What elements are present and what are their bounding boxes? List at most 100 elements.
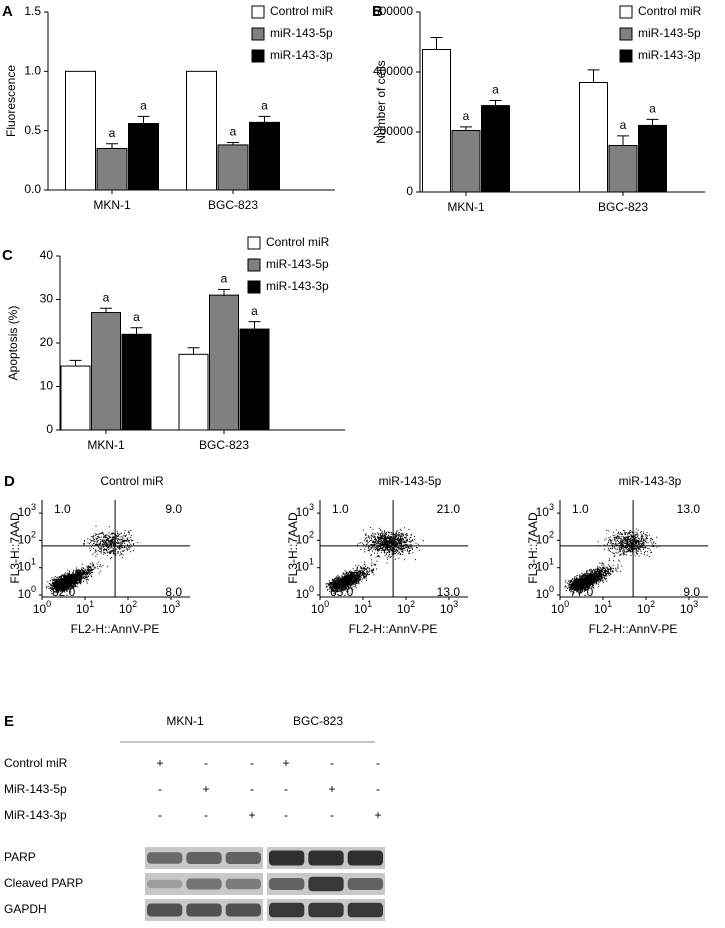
y-tick-label: 200000	[373, 124, 413, 138]
y-tick-label: 400000	[373, 64, 413, 78]
tick-exponent: 2	[309, 530, 314, 540]
y-tick-label: 0.5	[24, 123, 41, 137]
sign: +	[248, 808, 255, 822]
sign: -	[158, 782, 162, 796]
error-bar	[137, 115, 150, 124]
y-tick-label: 1.5	[24, 4, 41, 18]
bar	[209, 294, 239, 431]
y-axis-label: FL3-H::7AAD	[8, 512, 22, 584]
tick-base: 10	[397, 602, 411, 616]
error-bar	[130, 327, 143, 335]
significance-label: a	[133, 310, 140, 324]
quadrant-percent: 9.0	[683, 585, 700, 599]
x-tick-label: 102	[119, 599, 137, 616]
sign: +	[328, 782, 335, 796]
bar	[186, 70, 217, 191]
tick-exponent: 0	[549, 584, 554, 594]
y-tick-label: 0	[406, 184, 413, 198]
x-tick-label: 100	[33, 599, 51, 616]
legend-swatch	[619, 49, 633, 63]
bar	[422, 49, 451, 193]
tick-base: 10	[354, 602, 368, 616]
plot-title: miR-143-3p	[619, 474, 682, 488]
tick-exponent: 1	[309, 557, 314, 567]
legend-swatch	[619, 27, 633, 41]
tick-exponent: 3	[693, 599, 698, 609]
x-tick-label: 100	[311, 599, 329, 616]
blot-band	[347, 878, 383, 890]
tick-exponent: 2	[132, 599, 137, 609]
error-bar	[646, 118, 659, 126]
y-tick-label: 101	[18, 557, 36, 574]
x-tick-label: 101	[76, 599, 94, 616]
condition-label: MiR-143-3p	[4, 808, 67, 822]
sign: -	[158, 808, 162, 822]
sign: -	[250, 756, 254, 770]
tick-base: 10	[680, 602, 694, 616]
blot-band	[347, 850, 383, 866]
quadrant-percent: 1.0	[54, 502, 71, 516]
y-tick-label: 600000	[373, 4, 413, 18]
y-tick-label: 102	[296, 530, 314, 547]
bar	[481, 105, 510, 193]
y-axis-label: Number of cells	[374, 60, 388, 143]
legend-swatch	[251, 49, 265, 63]
legend-label: miR-143-5p	[266, 257, 329, 271]
bar	[451, 130, 481, 193]
error-bar	[227, 142, 239, 145]
blot-band	[186, 852, 222, 864]
significance-label: a	[251, 304, 258, 318]
blot-band	[269, 902, 305, 918]
sign: +	[202, 782, 209, 796]
quadrant-percent: 21.0	[437, 502, 461, 516]
plot-title: miR-143-5p	[379, 474, 442, 488]
error-bar	[460, 126, 472, 131]
tick-exponent: 2	[549, 530, 554, 540]
blot-band	[269, 850, 305, 866]
tick-base: 10	[311, 602, 325, 616]
legend-label: miR-143-3p	[270, 48, 333, 62]
error-bar	[587, 69, 600, 83]
blot-band	[308, 850, 344, 866]
blot-band	[147, 852, 183, 864]
quadrant-percent: 82.0	[52, 585, 76, 599]
x-tick-label: 101	[354, 599, 372, 616]
y-tick-label: 103	[536, 502, 554, 519]
quadrant-percent: 77.0	[570, 585, 594, 599]
blot-band	[308, 876, 344, 892]
legend-label: miR-143-3p	[638, 48, 701, 62]
y-tick-label: 0	[46, 422, 53, 436]
blot-band	[269, 878, 305, 890]
x-tick-label: BGC-823	[598, 200, 648, 214]
tick-base: 10	[551, 602, 565, 616]
error-bar	[258, 115, 271, 123]
tick-exponent: 0	[564, 599, 569, 609]
tick-exponent: 1	[31, 557, 36, 567]
tick-base: 10	[536, 560, 550, 574]
significance-label: a	[492, 83, 499, 97]
tick-exponent: 1	[367, 599, 372, 609]
y-tick-label: 10	[40, 379, 54, 393]
tick-base: 10	[536, 505, 550, 519]
sign: +	[282, 756, 289, 770]
significance-label: a	[463, 109, 470, 123]
legend-label: Control miR	[266, 235, 330, 249]
condition-label: Control miR	[4, 756, 68, 770]
blot-band	[147, 903, 183, 917]
blot-band	[225, 852, 261, 864]
tick-base: 10	[296, 505, 310, 519]
panel-label: D	[4, 473, 15, 490]
x-tick-label: 103	[680, 599, 698, 616]
quadrant-percent: 1.0	[572, 502, 589, 516]
bar	[249, 121, 280, 191]
x-axis-label: FL2-H::AnnV-PE	[71, 622, 160, 636]
sign: -	[330, 808, 334, 822]
quadrant-percent: 8.0	[165, 585, 182, 599]
plot-title: Control miR	[100, 474, 164, 488]
error-bar	[187, 347, 200, 355]
y-tick-label: 0.0	[24, 182, 41, 196]
x-tick-label: 102	[397, 599, 415, 616]
y-tick-label: 20	[40, 335, 54, 349]
tick-base: 10	[18, 505, 32, 519]
